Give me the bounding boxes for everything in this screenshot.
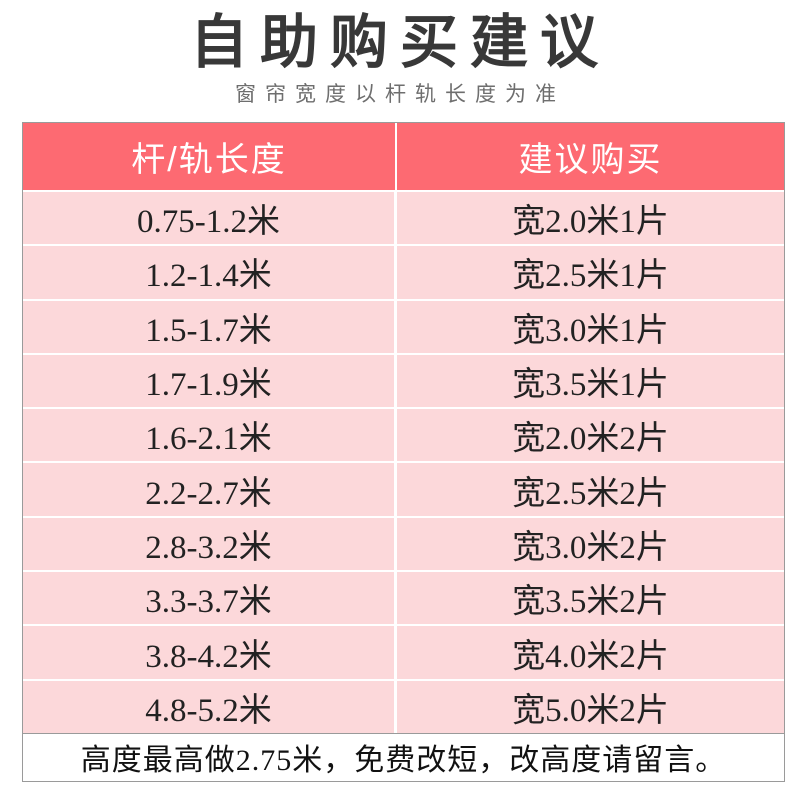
table-row: 0.75-1.2米 宽2.0米1片 bbox=[23, 190, 784, 245]
table-row: 1.7-1.9米 宽3.5米1片 bbox=[23, 352, 784, 408]
table-row: 1.2-1.4米 宽2.5米1片 bbox=[23, 244, 784, 299]
rod-length-cell: 3.8-4.2米 bbox=[23, 626, 397, 679]
table-row: 3.3-3.7米 宽3.5米2片 bbox=[23, 570, 784, 625]
table-row: 1.6-2.1米 宽2.0米2片 bbox=[23, 407, 784, 462]
title-block: 自助购买建议 窗帘宽度以杆轨长度为准 bbox=[0, 0, 800, 108]
purchase-suggestion-table: 杆/轨长度 建议购买 0.75-1.2米 宽2.0米1片 1.2-1.4米 宽2… bbox=[22, 122, 785, 782]
subtitle: 窗帘宽度以杆轨长度为准 bbox=[235, 82, 565, 106]
suggestion-cell: 宽3.0米1片 bbox=[512, 312, 669, 349]
suggestion-cell: 宽2.5米1片 bbox=[512, 258, 669, 295]
height-note: 高度最高做2.75米，免费改短，改高度请留言。 bbox=[23, 732, 784, 781]
suggestion-cell: 宽2.0米1片 bbox=[512, 204, 669, 241]
rod-length-cell: 1.6-2.1米 bbox=[23, 409, 397, 462]
column-header-rod-length: 杆/轨长度 bbox=[23, 123, 397, 190]
page-title: 自助购买建议 bbox=[189, 10, 610, 75]
suggestion-cell: 宽2.0米2片 bbox=[512, 421, 669, 458]
table-row: 2.2-2.7米 宽2.5米2片 bbox=[23, 461, 784, 516]
table-row: 4.8-5.2米 宽5.0米2片 bbox=[23, 678, 784, 733]
suggestion-cell: 宽3.5米1片 bbox=[512, 367, 669, 404]
table-row: 2.8-3.2米 宽3.0米2片 bbox=[23, 515, 784, 571]
rod-length-cell: 4.8-5.2米 bbox=[23, 680, 397, 733]
suggestion-cell: 宽4.0米2片 bbox=[512, 638, 669, 675]
rod-length-cell: 1.2-1.4米 bbox=[23, 246, 397, 299]
suggestion-cell: 宽3.0米2片 bbox=[512, 529, 669, 566]
table-row: 1.5-1.7米 宽3.0米1片 bbox=[23, 298, 784, 353]
rod-length-cell: 3.3-3.7米 bbox=[23, 572, 397, 625]
rod-length-cell: 2.8-3.2米 bbox=[23, 517, 397, 571]
table-row: 3.8-4.2米 宽4.0米2片 bbox=[23, 624, 784, 679]
table-header-row: 杆/轨长度 建议购买 bbox=[23, 123, 784, 190]
suggestion-cell: 宽3.5米2片 bbox=[512, 584, 669, 621]
suggestion-cell: 宽2.5米2片 bbox=[512, 475, 669, 512]
rod-length-cell: 0.75-1.2米 bbox=[23, 192, 397, 245]
rod-length-cell: 1.5-1.7米 bbox=[23, 300, 397, 353]
suggestion-cell: 宽5.0米2片 bbox=[512, 692, 669, 729]
rod-length-cell: 2.2-2.7米 bbox=[23, 463, 397, 516]
column-header-suggestion: 建议购买 bbox=[518, 141, 663, 179]
rod-length-cell: 1.7-1.9米 bbox=[23, 354, 397, 408]
